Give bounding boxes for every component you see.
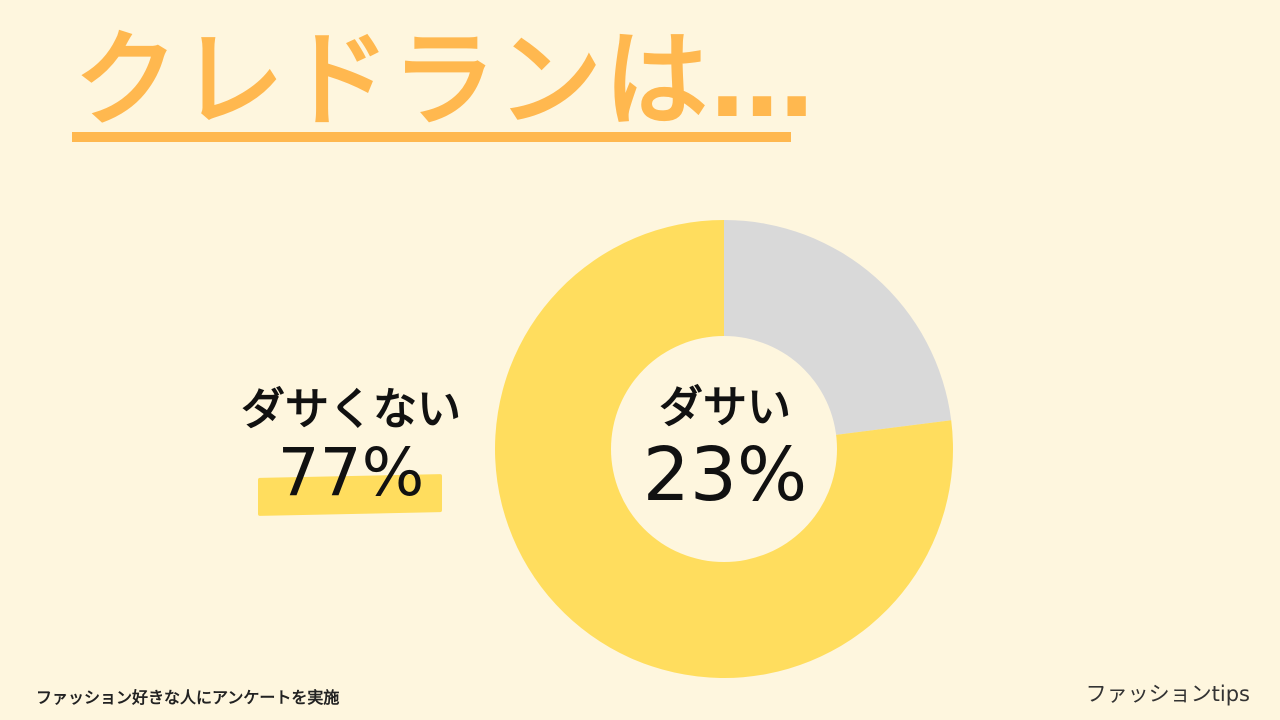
outside-slice-value: 77% xyxy=(277,434,425,511)
title-underline xyxy=(72,132,791,142)
center-slice-value: 23% xyxy=(642,432,808,518)
outside-slice-label: ダサくない xyxy=(241,384,461,435)
center-slice-label: ダサい xyxy=(659,382,791,433)
brand-logo-text: ファッションtips xyxy=(1085,682,1250,706)
donut-hole xyxy=(611,336,837,562)
page-title: クレドランは… xyxy=(74,19,817,141)
survey-footnote: ファッション好きな人にアンケートを実施 xyxy=(36,688,340,707)
